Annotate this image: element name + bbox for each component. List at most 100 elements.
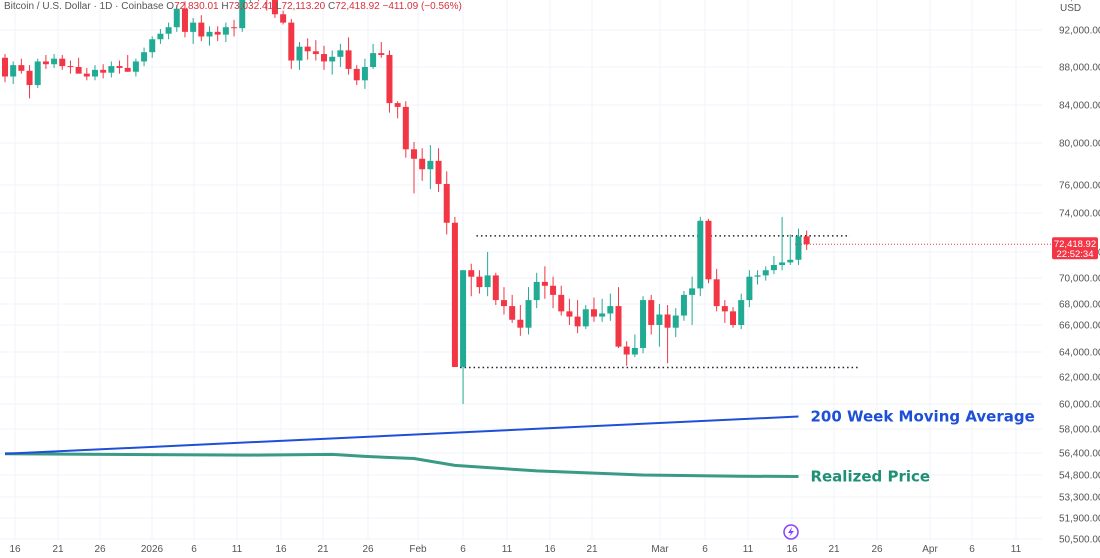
candle [713,268,720,312]
candle-body [689,288,696,295]
candle-body [566,311,573,317]
y-tick-label: 51,900.00 [1059,514,1100,525]
candle [165,22,172,40]
candle-body [91,69,98,77]
candle [222,22,229,43]
x-tick-label: 16 [275,544,287,555]
candle-body [460,270,467,367]
candle-body [599,313,606,317]
legend-high-label: H [221,1,229,12]
candle [468,263,475,297]
candle [353,65,360,86]
candle [108,61,115,78]
price-badge-countdown: 22:52:34 [1057,249,1094,260]
candle-body [803,236,810,245]
candle-body [361,67,368,81]
legend-low: 72,113.20 [281,1,326,12]
candle-body [59,58,66,67]
candle-body [337,50,344,57]
candle-body [26,70,33,86]
candle-body [664,314,671,328]
candle [517,305,524,336]
candle-body [345,50,352,69]
candle [190,17,197,44]
candle [721,300,728,323]
candle-body [770,265,777,271]
candle-body [386,54,393,104]
candle [173,5,180,32]
realized-price-line [4,452,799,478]
candle [42,54,49,69]
candle-body [165,27,172,34]
candle [266,0,268,11]
candle [141,47,148,67]
y-tick-label: 50,500.00 [1059,535,1100,546]
candle-body [370,53,377,67]
candle-body [51,58,58,65]
candle-body [42,61,49,65]
candle-body [746,276,753,301]
tradingview-logo-icon[interactable] [783,524,799,540]
x-tick-label: 6 [460,544,466,555]
candle [132,58,139,77]
candle [648,294,655,335]
x-tick-label: 11 [502,544,513,555]
x-tick-label: 26 [94,544,106,555]
candle [730,307,737,328]
candle-body [779,262,786,265]
ma200-series [4,415,799,455]
candle-body [190,22,197,32]
candle [615,287,622,348]
y-tick-label: 80,000.00 [1059,139,1100,150]
candle-body [705,220,712,280]
candle-body [713,279,720,307]
candle [533,272,540,309]
candle-body [214,31,221,35]
candle [574,300,581,334]
logo-circle [783,524,799,540]
candles [2,0,810,404]
annotations: 200 Week Moving Average Realized Price [810,408,1034,486]
y-tick-label: 56,400.00 [1059,449,1100,460]
price-badge-box [1052,237,1098,260]
candle-body [607,306,614,314]
candle [149,36,156,58]
candle [656,304,663,347]
candle [34,58,41,88]
candle [541,266,548,299]
candle [680,291,687,321]
candle-body [762,270,769,276]
candle-body [500,300,507,307]
y-tick-label: 76,000.00 [1059,181,1100,192]
candle-body [304,46,311,52]
candle [492,272,499,306]
candle-body [149,39,156,53]
x-tick-label: 16 [9,544,21,555]
price-axis[interactable]: USD 92,000.00 88,000.00 84,000.00 80,000.00 7… [1059,0,1100,546]
currency-label: USD [1060,3,1081,14]
candle-body [443,183,450,223]
candle-body [108,66,115,73]
candle-body [517,319,524,328]
y-tick-label: 64,000.00 [1059,348,1100,359]
candle-body [132,61,139,72]
candle [75,57,82,74]
candle [787,234,794,265]
candle-body [222,27,229,35]
y-tick-label: 66,000.00 [1059,321,1100,332]
candle-body [198,22,205,37]
candle [157,29,164,44]
x-tick-label: 6 [702,544,708,555]
candle [288,18,295,69]
candle [83,67,90,81]
time-axis[interactable]: 16 21 26 2026 6 11 16 21 26 Feb 6 11 16 21 Mar 6 11 16 21 2… [9,544,1021,555]
symbol-title: Bitcoin / U.S. Dollar · 1D · Coinbase [4,1,164,12]
legend-low-label: L [275,1,282,12]
candle [231,19,238,37]
y-tick-label: 53,300.00 [1059,493,1100,504]
candle-body [83,73,90,77]
candle [181,1,188,38]
